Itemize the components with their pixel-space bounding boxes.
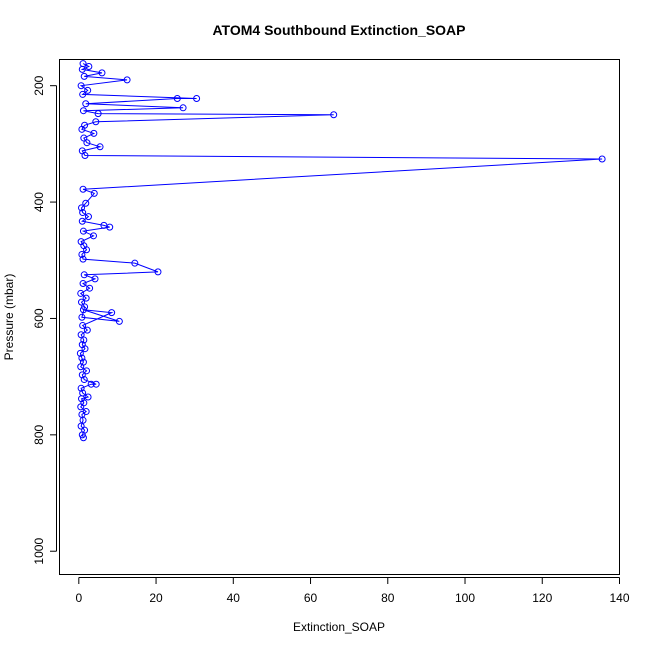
data-point — [87, 380, 95, 388]
data-point — [90, 129, 98, 137]
data-point — [78, 313, 86, 321]
data-point — [79, 209, 87, 217]
data-point — [123, 76, 131, 84]
data-point — [90, 189, 98, 197]
data-point — [78, 341, 86, 349]
plot-frame — [59, 59, 620, 575]
data-point — [79, 255, 87, 263]
data-point — [81, 303, 89, 311]
data-point — [83, 326, 91, 334]
data-point — [91, 275, 99, 283]
y-tick-label: 600 — [32, 308, 46, 328]
data-point — [79, 90, 87, 98]
data-point — [84, 86, 92, 94]
data-point — [193, 94, 201, 102]
data-point — [80, 376, 88, 384]
data-point — [179, 104, 187, 112]
data-point — [79, 107, 87, 115]
x-tick-label: 140 — [609, 591, 629, 605]
data-point — [82, 294, 90, 302]
data-point — [173, 94, 181, 102]
data-point — [89, 232, 97, 240]
x-tick-label: 120 — [532, 591, 552, 605]
chart-title: ATOM4 Southbound Extinction_SOAP — [212, 22, 465, 38]
y-tick-label: 200 — [32, 75, 46, 95]
data-point — [78, 217, 86, 225]
data-point — [78, 354, 86, 362]
data-point — [108, 309, 116, 317]
data-point — [115, 317, 123, 325]
x-tick-label: 20 — [149, 591, 163, 605]
data-point — [79, 185, 87, 193]
data-point — [154, 268, 162, 276]
data-point — [77, 384, 85, 392]
data-point — [92, 380, 100, 388]
data-point — [78, 204, 86, 212]
data-point — [92, 118, 100, 126]
x-tick-label: 0 — [75, 591, 82, 605]
data-point — [96, 143, 104, 151]
data-point — [100, 221, 108, 229]
x-axis-label: Extinction_SOAP — [293, 620, 385, 634]
data-point — [83, 139, 91, 147]
data-point — [77, 289, 85, 297]
data-point — [79, 60, 87, 68]
data-point — [84, 393, 92, 401]
x-tick-label: 60 — [304, 591, 318, 605]
data-point — [78, 371, 86, 379]
x-tick-label: 40 — [227, 591, 241, 605]
series-line — [79, 63, 603, 438]
data-point — [330, 111, 338, 119]
data-point — [78, 250, 86, 258]
data-point — [80, 336, 88, 344]
data-point — [81, 426, 89, 434]
data-point — [77, 82, 85, 90]
data-point — [82, 408, 90, 416]
data-point — [82, 100, 90, 108]
y-tick-label: 400 — [32, 192, 46, 212]
data-point — [82, 199, 90, 207]
data-point — [79, 389, 87, 397]
data-point — [84, 213, 92, 221]
data-point — [85, 62, 93, 70]
data-point — [79, 280, 87, 288]
data-point — [77, 331, 85, 339]
data-point — [83, 367, 91, 375]
data-point — [94, 110, 102, 118]
data-point — [80, 72, 88, 80]
y-axis: 200 400 600 800 1000 — [32, 75, 57, 565]
data-point — [98, 69, 106, 77]
x-tick-label: 80 — [381, 591, 395, 605]
y-axis-label: Pressure (mbar) — [2, 274, 16, 361]
data-point — [80, 271, 88, 279]
data-point — [77, 238, 85, 246]
data-point — [80, 134, 88, 142]
x-tick-label: 100 — [455, 591, 475, 605]
x-axis: 0 20 40 60 80 100 120 140 — [75, 577, 630, 605]
data-point — [79, 358, 87, 366]
data-point — [81, 121, 89, 129]
data-point — [86, 284, 94, 292]
y-tick-label: 800 — [32, 425, 46, 445]
data-point — [79, 227, 87, 235]
data-point — [79, 321, 87, 329]
data-point — [78, 147, 86, 155]
data-point — [131, 259, 139, 267]
data-point — [80, 399, 88, 407]
data-point — [76, 349, 84, 357]
data-point — [78, 298, 86, 306]
y-tick-label: 1000 — [32, 538, 46, 565]
plot-area — [76, 60, 606, 442]
data-point — [598, 155, 606, 163]
